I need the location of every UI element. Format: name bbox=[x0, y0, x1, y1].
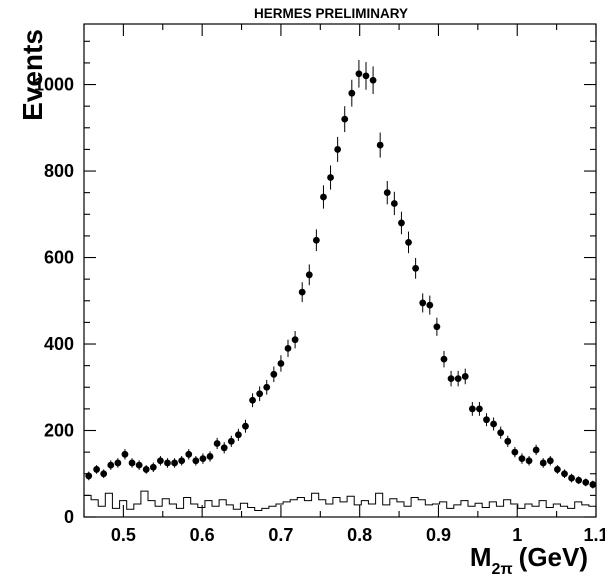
y-tick-label: 1000 bbox=[34, 75, 74, 95]
data-point bbox=[405, 238, 412, 246]
background-histogram bbox=[83, 490, 597, 517]
x-tick-label: 1 bbox=[512, 525, 522, 545]
data-point bbox=[419, 299, 427, 307]
data-point bbox=[589, 481, 597, 488]
data-point bbox=[476, 405, 483, 413]
data-point bbox=[142, 466, 150, 473]
data-point bbox=[568, 474, 575, 482]
data-point bbox=[518, 455, 526, 463]
data-point bbox=[121, 450, 129, 458]
data-point bbox=[100, 470, 108, 478]
data-point bbox=[554, 466, 561, 473]
data-point bbox=[171, 459, 178, 467]
data-point bbox=[256, 390, 264, 398]
data-point bbox=[128, 459, 136, 467]
data-point bbox=[149, 463, 157, 471]
data-point bbox=[390, 200, 398, 207]
data-point bbox=[362, 72, 370, 80]
data-point bbox=[93, 466, 101, 473]
data-point bbox=[546, 457, 554, 465]
data-point bbox=[561, 470, 568, 478]
data-point bbox=[234, 431, 242, 439]
x-tick-label: 0.6 bbox=[190, 525, 215, 545]
data-point bbox=[227, 437, 235, 445]
data-point bbox=[504, 437, 512, 445]
x-tick-label: 0.5 bbox=[111, 525, 136, 545]
data-point bbox=[327, 174, 334, 181]
data-point bbox=[206, 453, 214, 460]
data-point bbox=[582, 479, 590, 486]
data-point bbox=[107, 461, 115, 469]
x-tick-label: 0.7 bbox=[268, 525, 293, 545]
data-point bbox=[447, 375, 455, 383]
data-point bbox=[192, 457, 200, 465]
data-point bbox=[426, 301, 434, 309]
data-point bbox=[213, 440, 221, 447]
data-point bbox=[483, 416, 490, 424]
y-axis-label: Events bbox=[17, 29, 48, 121]
data-point bbox=[249, 396, 256, 404]
plot-area: 0.5 0.6 0.7 0.8 0.9 1 1.1 0 200 400 600 800 1000 bbox=[34, 23, 605, 545]
data-point bbox=[398, 219, 405, 227]
data-point bbox=[114, 459, 122, 467]
y-tick-label: 600 bbox=[44, 248, 74, 268]
data-point bbox=[575, 476, 583, 484]
x-tick-label: 0.9 bbox=[426, 525, 451, 545]
chart-title: HERMES PRELIMINARY bbox=[254, 6, 408, 21]
x-axis-label-unit: (GeV) bbox=[519, 542, 588, 572]
data-point bbox=[164, 459, 171, 467]
x-tick-label: 0.8 bbox=[347, 525, 372, 545]
x-axis-label: M2π (GeV) bbox=[470, 542, 588, 578]
data-point bbox=[199, 455, 207, 463]
data-point bbox=[334, 146, 342, 153]
data-point bbox=[291, 336, 299, 344]
y-tick-label: 0 bbox=[64, 507, 74, 527]
data-point bbox=[532, 446, 540, 454]
data-point bbox=[312, 236, 320, 244]
data-point bbox=[242, 422, 249, 430]
y-tick-label: 800 bbox=[44, 161, 74, 181]
data-point bbox=[412, 264, 420, 272]
data-point bbox=[355, 70, 363, 78]
x-tick-label: 1.1 bbox=[583, 525, 605, 545]
data-point bbox=[277, 360, 285, 367]
data-point bbox=[348, 89, 356, 97]
data-point bbox=[511, 448, 519, 456]
data-point bbox=[376, 141, 384, 149]
data-point bbox=[461, 373, 469, 380]
data-point bbox=[433, 323, 441, 331]
data-point bbox=[440, 355, 448, 363]
data-point bbox=[263, 383, 271, 391]
data-point bbox=[383, 189, 391, 197]
plot-frame bbox=[83, 23, 597, 518]
data-point bbox=[305, 271, 313, 279]
data-point bbox=[220, 444, 228, 452]
x-axis-label-sub: 2π bbox=[492, 561, 513, 578]
data-point bbox=[369, 76, 377, 84]
data-point bbox=[270, 370, 278, 378]
data-point bbox=[85, 472, 93, 480]
y-tick-label: 200 bbox=[44, 421, 74, 441]
data-point bbox=[185, 450, 193, 458]
data-point bbox=[284, 344, 292, 352]
data-point bbox=[497, 429, 505, 437]
data-point bbox=[525, 457, 533, 465]
data-point bbox=[490, 420, 497, 428]
data-point bbox=[135, 461, 143, 469]
data-point bbox=[320, 193, 327, 201]
data-point bbox=[298, 288, 306, 296]
data-point bbox=[178, 457, 186, 465]
x-axis-label-main: M bbox=[470, 542, 492, 572]
y-tick-label: 400 bbox=[44, 334, 74, 354]
data-point bbox=[539, 459, 547, 467]
data-point bbox=[468, 405, 476, 413]
data-point bbox=[341, 115, 349, 123]
data-point bbox=[157, 457, 164, 465]
data-point bbox=[454, 375, 462, 383]
